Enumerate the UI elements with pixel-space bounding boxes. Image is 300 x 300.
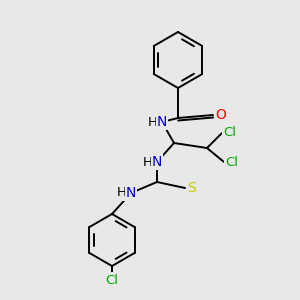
Text: Cl: Cl xyxy=(106,274,118,286)
Text: Cl: Cl xyxy=(226,155,238,169)
Text: N: N xyxy=(126,186,136,200)
Text: S: S xyxy=(188,181,196,195)
Text: H: H xyxy=(117,187,127,200)
Text: H: H xyxy=(143,155,153,169)
Text: Cl: Cl xyxy=(224,127,236,140)
Text: H: H xyxy=(148,116,158,128)
Text: N: N xyxy=(157,115,167,129)
Text: N: N xyxy=(152,155,162,169)
Text: O: O xyxy=(216,108,226,122)
